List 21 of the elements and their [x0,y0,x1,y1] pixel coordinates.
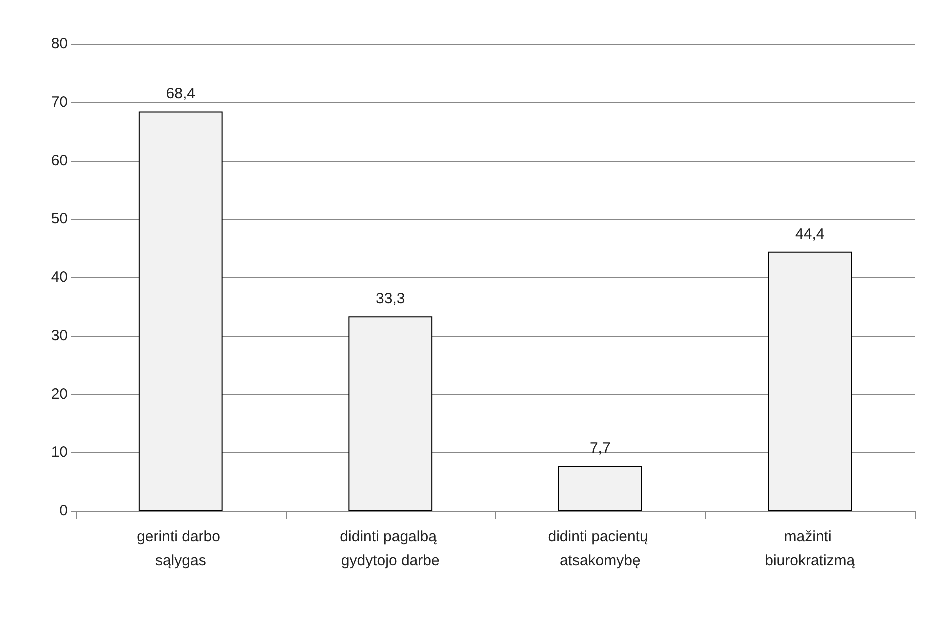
y-tick-label: 10 [51,444,68,462]
y-tick-label: 50 [51,210,68,228]
y-tick-label: 20 [51,386,68,403]
x-tick-label: didinti pagalbą gydytojo darbe [340,528,442,570]
y-tick-label: 70 [51,94,68,111]
y-tick-label: 80 [51,36,68,52]
y-tick-label: 30 [51,327,68,344]
data-label: 68,4 [166,86,196,103]
bar [768,252,852,511]
x-tick-label: mažinti biurokratizmą [765,528,856,570]
data-label: 33,3 [376,290,406,308]
data-label: 7,7 [590,440,611,458]
bar [558,466,642,511]
x-tick-label: gerinti darbo sąlygas [137,528,225,570]
y-tick-label: 40 [51,269,68,286]
y-tick-label: 0 [60,502,68,520]
y-tick-label: 60 [51,152,68,170]
x-tick-label: didinti pacientų atsakomybę [548,528,652,570]
bar [348,316,433,511]
bar [138,112,223,511]
data-label: 44,4 [796,226,825,243]
